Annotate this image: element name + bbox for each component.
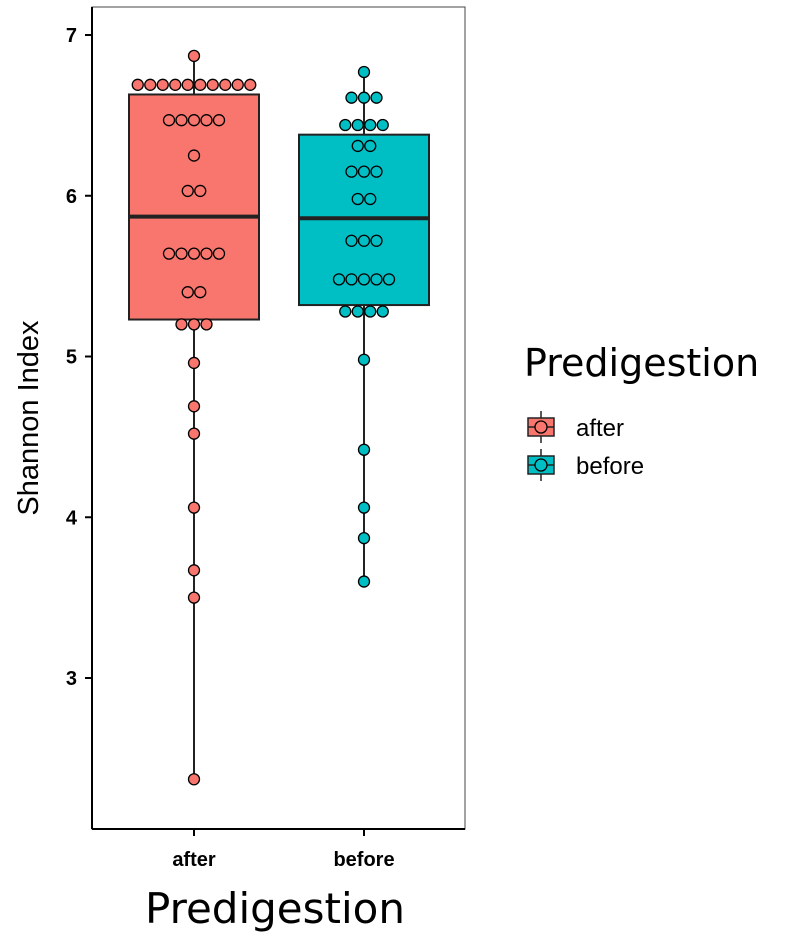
data-point-after [187, 318, 201, 331]
data-point-after [187, 501, 201, 514]
legend-key-dot [534, 458, 548, 472]
data-point-after [187, 114, 201, 127]
data-point-before [351, 192, 364, 206]
data-point-after [200, 318, 213, 331]
data-point-before [364, 192, 377, 206]
legend-key-after: after [527, 411, 624, 443]
legend-key-before: before [527, 449, 644, 481]
data-point-before [357, 234, 371, 247]
y-axis-title: Shannon Index [13, 320, 45, 516]
data-point-after [187, 49, 201, 63]
data-point-before [345, 165, 358, 178]
data-point-before [332, 273, 346, 286]
x-ticks: after before [172, 829, 395, 871]
data-point-after [187, 773, 201, 786]
data-point-before [357, 165, 371, 178]
data-point-after [194, 78, 207, 91]
legend-key-dot [534, 420, 548, 434]
data-point-before [345, 234, 358, 247]
x-tick-label: before [333, 849, 394, 871]
data-point-after [162, 114, 176, 127]
dots [131, 49, 396, 786]
data-point-after [187, 149, 201, 162]
data-point-before [364, 139, 377, 153]
data-point-before [382, 273, 396, 286]
data-point-before [357, 91, 371, 104]
legend-label: after [576, 415, 624, 442]
legend-label: before [576, 453, 644, 480]
data-point-after [175, 318, 188, 331]
x-axis-title: Predigestion [145, 884, 405, 933]
data-point-before [364, 305, 377, 318]
data-point-before [357, 575, 371, 588]
x-tick-label: after [172, 849, 216, 871]
data-point-after [187, 247, 201, 260]
data-point-after [194, 286, 207, 299]
data-point-after [200, 247, 213, 260]
data-point-before [370, 234, 383, 247]
data-point-before [364, 118, 377, 132]
data-point-before [357, 443, 371, 456]
data-point-before [339, 305, 352, 318]
data-point-after [187, 400, 201, 413]
data-point-after [181, 78, 194, 91]
legend-keys: after before [527, 411, 644, 481]
data-point-after [212, 114, 226, 127]
y-tick-label: 6 [66, 186, 77, 208]
data-point-before [339, 118, 352, 132]
data-point-after [200, 114, 213, 127]
legend-title: Predigestion [524, 341, 759, 385]
data-point-after [175, 114, 188, 127]
data-point-after [187, 356, 201, 370]
box-after [128, 55, 260, 780]
data-point-before [351, 139, 364, 153]
data-point-before [357, 353, 371, 366]
data-point-before [345, 273, 358, 286]
box-body [128, 93, 260, 321]
plot-panel: 3 4 5 6 7 after before [66, 6, 466, 871]
y-tick-label: 3 [66, 668, 77, 690]
y-tick-label: 4 [66, 507, 78, 529]
data-point-after [212, 247, 226, 260]
data-point-after [187, 427, 201, 440]
data-point-after [169, 78, 182, 91]
data-point-before [357, 65, 371, 79]
y-ticks: 3 4 5 6 7 [66, 25, 92, 690]
data-point-after [219, 78, 232, 91]
data-point-before [376, 305, 389, 318]
data-point-before [357, 501, 371, 514]
data-point-before [345, 91, 358, 104]
legend: Predigestion after before [524, 341, 759, 481]
data-point-before [376, 118, 389, 132]
data-point-before [370, 91, 383, 104]
data-point-after [231, 78, 244, 91]
data-point-before [351, 118, 364, 132]
data-point-after [181, 184, 194, 198]
y-tick-label: 5 [66, 347, 77, 369]
data-point-after [187, 591, 201, 604]
data-point-before [357, 531, 371, 545]
data-point-after [131, 78, 144, 91]
data-point-before [357, 273, 371, 286]
data-point-before [370, 273, 383, 286]
data-point-before [351, 305, 364, 318]
data-point-after [206, 78, 219, 91]
data-point-after [187, 564, 201, 577]
data-point-after [175, 247, 188, 260]
data-point-after [194, 184, 207, 198]
data-point-after [244, 78, 257, 91]
y-tick-label: 7 [66, 25, 77, 47]
data-point-after [144, 78, 157, 91]
data-point-after [156, 78, 169, 91]
data-point-after [162, 247, 176, 260]
data-point-before [370, 165, 383, 178]
data-point-after [181, 286, 194, 299]
